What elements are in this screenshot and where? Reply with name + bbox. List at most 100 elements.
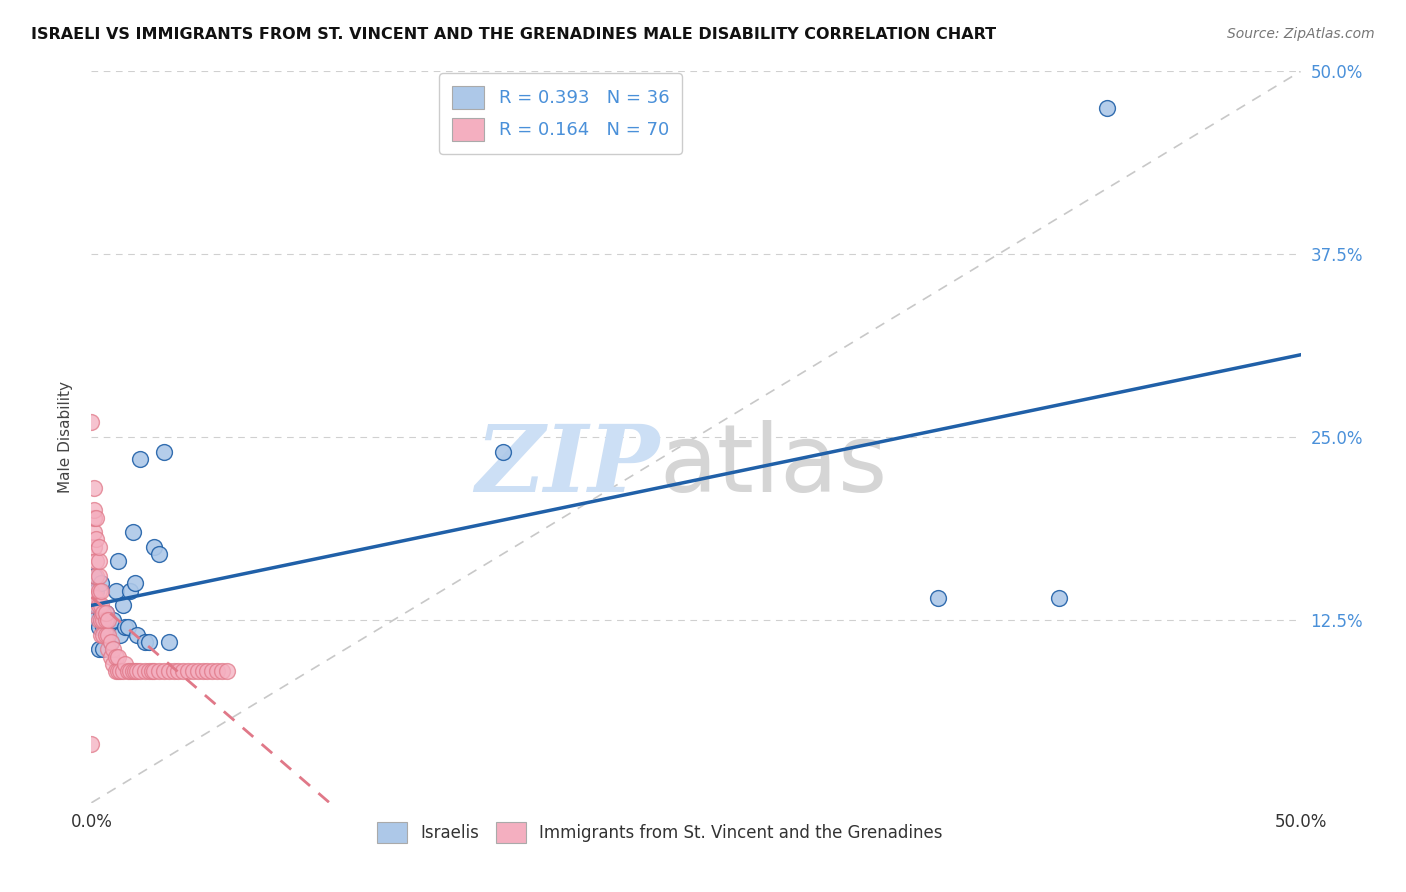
Point [157,664,180,678]
Point [97,627,120,641]
Point [107,649,129,664]
Point [84,591,107,605]
Text: ZIP: ZIP [475,421,659,511]
Point [124,664,146,678]
Point [83,510,105,524]
Point [83,503,105,517]
Point [197,664,219,678]
Point [87,620,110,634]
Point [181,664,204,678]
Point [84,554,107,568]
Point [110,627,132,641]
Point [205,664,228,678]
Point [97,620,120,634]
Point [101,642,124,657]
Point [148,664,170,678]
Point [94,606,117,620]
Point [83,481,105,495]
Point [127,627,149,641]
Point [90,613,112,627]
Point [87,569,110,583]
Point [93,642,115,657]
Point [84,599,107,613]
Point [84,583,107,598]
Point [87,642,110,657]
Point [93,613,115,627]
Point [215,664,238,678]
Point [84,510,107,524]
Point [177,664,200,678]
Text: ISRAELI VS IMMIGRANTS FROM ST. VINCENT AND THE GRENADINES MALE DISABILITY CORREL: ISRAELI VS IMMIGRANTS FROM ST. VINCENT A… [31,27,995,42]
Point [100,635,122,649]
Point [211,664,233,678]
Point [128,452,150,467]
Point [148,547,170,561]
Point [157,635,180,649]
Point [80,583,103,598]
Point [87,599,110,613]
Point [80,599,103,613]
Text: Source: ZipAtlas.com: Source: ZipAtlas.com [1227,27,1375,41]
Point [90,599,112,613]
Point [90,606,112,620]
Point [138,664,160,678]
Point [90,583,112,598]
Point [1047,591,1070,605]
Point [141,664,163,678]
Point [94,613,117,627]
Point [80,737,103,751]
Point [143,540,166,554]
Point [97,613,120,627]
Point [114,620,136,634]
Point [117,664,139,678]
Point [87,554,110,568]
Point [83,599,105,613]
Point [110,664,132,678]
Point [80,416,103,430]
Point [1095,101,1118,115]
Point [83,591,105,605]
Point [120,664,142,678]
Point [93,627,115,641]
Point [104,583,127,598]
Legend: Israelis, Immigrants from St. Vincent and the Grenadines: Israelis, Immigrants from St. Vincent an… [370,815,949,849]
Point [201,664,224,678]
Point [172,664,194,678]
Point [114,657,136,671]
Text: atlas: atlas [659,420,889,512]
Point [93,606,115,620]
Point [111,599,134,613]
Point [87,540,110,554]
Point [134,664,156,678]
Point [124,576,146,591]
Point [83,525,105,540]
Point [90,576,112,591]
Point [107,664,129,678]
Point [167,664,190,678]
Point [83,540,105,554]
Y-axis label: Male Disability: Male Disability [58,381,73,493]
Point [191,664,214,678]
Point [491,444,513,458]
Point [120,583,142,598]
Point [100,635,122,649]
Point [134,635,156,649]
Point [83,613,105,627]
Point [121,525,143,540]
Point [121,664,143,678]
Point [104,664,127,678]
Point [87,583,110,598]
Point [104,649,127,664]
Point [138,635,160,649]
Point [101,657,124,671]
Point [187,664,209,678]
Point [90,627,112,641]
Point [83,569,105,583]
Point [927,591,949,605]
Point [101,613,124,627]
Point [84,533,107,547]
Point [153,444,176,458]
Point [84,569,107,583]
Point [97,642,120,657]
Point [94,627,117,641]
